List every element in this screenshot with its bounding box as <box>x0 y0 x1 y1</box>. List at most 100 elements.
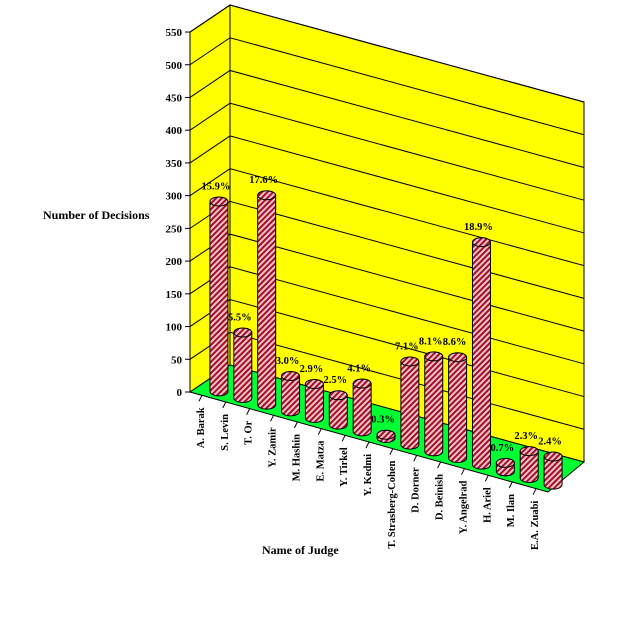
y-tick-label: 200 <box>166 256 183 268</box>
bar-top <box>352 378 372 389</box>
bar-top <box>376 429 396 440</box>
x-tick-mark <box>222 401 227 409</box>
category-label: E.A. Zuabi <box>530 501 541 550</box>
bar <box>424 351 444 457</box>
category-label: S. Levin <box>220 414 231 451</box>
y-tick-label: 0 <box>177 387 183 399</box>
y-tick-label: 400 <box>166 125 183 137</box>
x-tick-mark <box>246 408 251 415</box>
bar <box>352 378 372 437</box>
percent-label: 2.3% <box>514 431 538 442</box>
bar-top <box>328 390 348 401</box>
bar-top <box>471 237 491 248</box>
bar <box>400 356 420 450</box>
category-label: D. Beinish <box>435 474 446 520</box>
percent-label: 2.5% <box>323 375 347 386</box>
bar-top <box>209 196 229 207</box>
bar <box>328 390 348 430</box>
bar-body <box>543 456 563 490</box>
gridline <box>189 266 585 365</box>
bar-body <box>352 383 372 437</box>
bar-body <box>519 450 539 483</box>
x-tick-mark <box>532 488 537 495</box>
bar-top <box>495 457 515 468</box>
bar-top <box>257 190 277 201</box>
bar-body <box>328 394 348 430</box>
bar-top <box>448 352 468 363</box>
y-tick-label: 100 <box>166 322 183 334</box>
x-tick-mark <box>365 441 370 449</box>
category-label: Y. Angelrad <box>458 481 469 534</box>
category-label: A. Barak <box>196 407 207 448</box>
x-tick-mark <box>508 481 513 489</box>
x-tick-mark <box>198 395 203 402</box>
bar-top <box>400 356 420 367</box>
bar <box>281 370 301 417</box>
percent-label: 2.4% <box>538 437 562 448</box>
x-tick-mark <box>484 475 489 482</box>
y-tick-label: 150 <box>166 289 183 301</box>
bar <box>495 457 515 477</box>
gridline <box>189 200 585 299</box>
gridline <box>189 168 585 267</box>
bar-body <box>257 194 277 410</box>
y-axis-title: Number of Decisions <box>43 208 150 222</box>
gridline <box>189 135 585 234</box>
gridline <box>189 233 585 332</box>
percent-label: 4.1% <box>347 364 371 375</box>
bar-body <box>471 241 491 470</box>
x-axis-title: Name of Judge <box>262 543 339 557</box>
category-label: T. Strasberg-Cohen <box>387 461 398 549</box>
x-tick-mark <box>341 435 346 442</box>
category-label: M. Hashin <box>291 434 302 481</box>
x-tick-mark <box>413 455 418 462</box>
percent-label: 0.7% <box>491 443 515 454</box>
bar-top <box>543 451 563 462</box>
bar-body <box>281 375 301 417</box>
bar-body <box>400 361 420 450</box>
bar <box>543 451 563 490</box>
y-tick-label: 300 <box>166 191 183 203</box>
percent-label: 2.9% <box>300 364 324 375</box>
x-tick-mark <box>389 448 394 455</box>
percent-label: 7.1% <box>395 342 419 353</box>
x-tick-mark <box>461 468 465 475</box>
category-label: M. Ilan <box>506 494 517 527</box>
y-tick-label: 550 <box>166 27 183 39</box>
bar <box>233 327 253 403</box>
percent-label: 15.9% <box>201 182 230 193</box>
bar-body <box>424 355 444 457</box>
category-label: Y. Zamir <box>268 427 279 468</box>
bar-top <box>233 327 253 338</box>
bar <box>519 446 539 483</box>
y-tick-label: 50 <box>171 354 183 366</box>
bar-body <box>304 383 324 423</box>
category-label: E. Matza <box>315 440 326 482</box>
y-tick-label: 450 <box>166 92 183 104</box>
percent-label: 3.0% <box>276 356 300 367</box>
y-tick-label: 350 <box>166 158 183 170</box>
y-tick-label: 250 <box>166 223 183 235</box>
gridline <box>189 37 585 136</box>
y-tick-label: 500 <box>166 60 183 72</box>
x-tick-mark <box>293 421 298 429</box>
category-label: Y. Kedmi <box>363 454 374 496</box>
bar <box>257 190 277 410</box>
gridline <box>189 69 585 168</box>
bar <box>209 196 229 397</box>
bar-top <box>424 351 444 362</box>
percent-label: 18.9% <box>464 222 493 233</box>
bar <box>448 352 468 463</box>
bar <box>471 237 491 470</box>
percent-label: 0.3% <box>371 415 395 426</box>
percent-label: 17.6% <box>249 175 278 186</box>
bar-top <box>304 378 324 389</box>
category-label: T. Or <box>244 420 255 445</box>
bar <box>376 429 396 443</box>
category-label: H. Ariel <box>482 487 493 523</box>
x-tick-mark <box>270 415 274 422</box>
bar-body <box>209 201 229 397</box>
bar-body <box>448 356 468 463</box>
